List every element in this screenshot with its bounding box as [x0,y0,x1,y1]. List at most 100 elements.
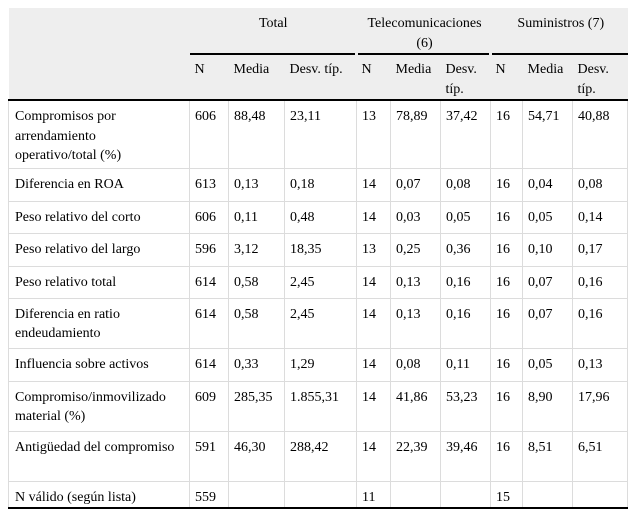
cell: 0,33 [228,347,285,382]
cell: 0,05 [440,200,492,234]
table-row: Compromiso/inmovilizado material (%) 609… [8,380,629,432]
cell: 0,05 [522,200,574,234]
cell: 0,08 [390,347,442,382]
cell: 17,96 [572,380,629,432]
cell: 15 [490,480,524,510]
cell: 8,90 [522,380,574,432]
cell: 606 [189,200,229,234]
cell: 0,13 [390,297,442,349]
cell: 0,11 [228,200,285,234]
cell: 16 [490,167,524,202]
cell: 16 [490,200,524,234]
table-row: Influencia sobre activos 614 0,33 1,29 1… [8,347,629,382]
cell: 16 [490,99,524,169]
table-row: Diferencia en ROA 613 0,13 0,18 14 0,07 … [8,167,629,202]
cell: 596 [189,232,229,267]
cell: 285,35 [228,380,285,432]
col-header-desv-tip: Desv. típ. [284,54,357,102]
cell: 0,16 [440,265,492,299]
cell: 609 [189,380,229,432]
cell: 14 [356,430,392,482]
row-label: Peso relativo del corto [8,200,190,234]
col-header-media: Media [522,54,573,102]
cell: 0,18 [283,167,358,202]
table-row: Diferencia en ratio endeudamiento 614 0,… [8,297,629,349]
table-row: Peso relativo del corto 606 0,11 0,48 14… [8,200,629,234]
cell: 0,08 [440,167,492,202]
table-row: Compromisos por arrendamiento operativo/… [8,99,629,169]
cell: 0,05 [522,347,574,382]
cell: 0,10 [522,232,574,267]
cell: 0,04 [522,167,574,202]
cell: 606 [189,99,229,169]
cell: 16 [490,297,524,349]
cell: 40,88 [572,99,629,169]
cell: 0,58 [228,297,285,349]
cell: 614 [189,347,229,382]
col-header-n: N [356,54,391,102]
cell: 0,25 [390,232,442,267]
cell: 23,11 [283,99,358,169]
col-header-desv-tip: Desv. típ. [572,54,628,102]
cell: 288,42 [283,430,358,482]
group-header-suministros: Suministros (7) [489,8,628,56]
cell: 0,03 [390,200,442,234]
col-header-n: N [490,54,523,102]
cell: 0,13 [228,167,285,202]
cell [390,480,442,510]
cell [572,480,629,510]
cell: 13 [356,99,392,169]
cell: 0,17 [572,232,629,267]
cell: 0,16 [572,265,629,299]
cell: 18,35 [283,232,358,267]
cell [283,480,358,510]
row-label: Peso relativo total [8,265,190,299]
cell: 14 [356,200,392,234]
cell: 0,11 [440,347,492,382]
cell: 16 [490,265,524,299]
table-row: Peso relativo del largo 596 3,12 18,35 1… [8,232,629,267]
row-label: Compromisos por arrendamiento operativo/… [8,99,190,169]
cell: 0,07 [522,297,574,349]
cell: 0,16 [572,297,629,349]
cell: 614 [189,297,229,349]
cell: 46,30 [228,430,285,482]
cell: 0,14 [572,200,629,234]
cell: 16 [490,430,524,482]
cell: 2,45 [283,265,358,299]
row-label: Diferencia en ROA [8,167,190,202]
cell: 2,45 [283,297,358,349]
cell: 14 [356,347,392,382]
cell: 0,13 [572,347,629,382]
cell: 1,29 [283,347,358,382]
cell: 13 [356,232,392,267]
cell: 8,51 [522,430,574,482]
table-row: N válido (según lista) 559 11 15 [8,480,629,510]
group-header-total: Total [189,8,357,56]
cell: 14 [356,297,392,349]
cell: 14 [356,380,392,432]
descriptive-statistics-table: Total Telecomunicaciones (6) Suministros… [8,8,629,510]
cell: 0,07 [390,167,442,202]
cell: 14 [356,265,392,299]
cell: 614 [189,265,229,299]
row-label: Compromiso/inmovilizado material (%) [8,380,190,432]
cell: 0,08 [572,167,629,202]
cell: 39,46 [440,430,492,482]
row-label: N válido (según lista) [8,480,190,510]
cell: 88,48 [228,99,285,169]
row-label: Diferencia en ratio endeudamiento [8,297,190,349]
cell [228,480,285,510]
cell: 14 [356,167,392,202]
cell: 16 [490,380,524,432]
cell: 0,58 [228,265,285,299]
cell: 1.855,31 [283,380,358,432]
cell: 6,51 [572,430,629,482]
cell: 53,23 [440,380,492,432]
cell: 78,89 [390,99,442,169]
cell: 22,39 [390,430,442,482]
row-label: Influencia sobre activos [8,347,190,382]
cell: 559 [189,480,229,510]
cell: 54,71 [522,99,574,169]
